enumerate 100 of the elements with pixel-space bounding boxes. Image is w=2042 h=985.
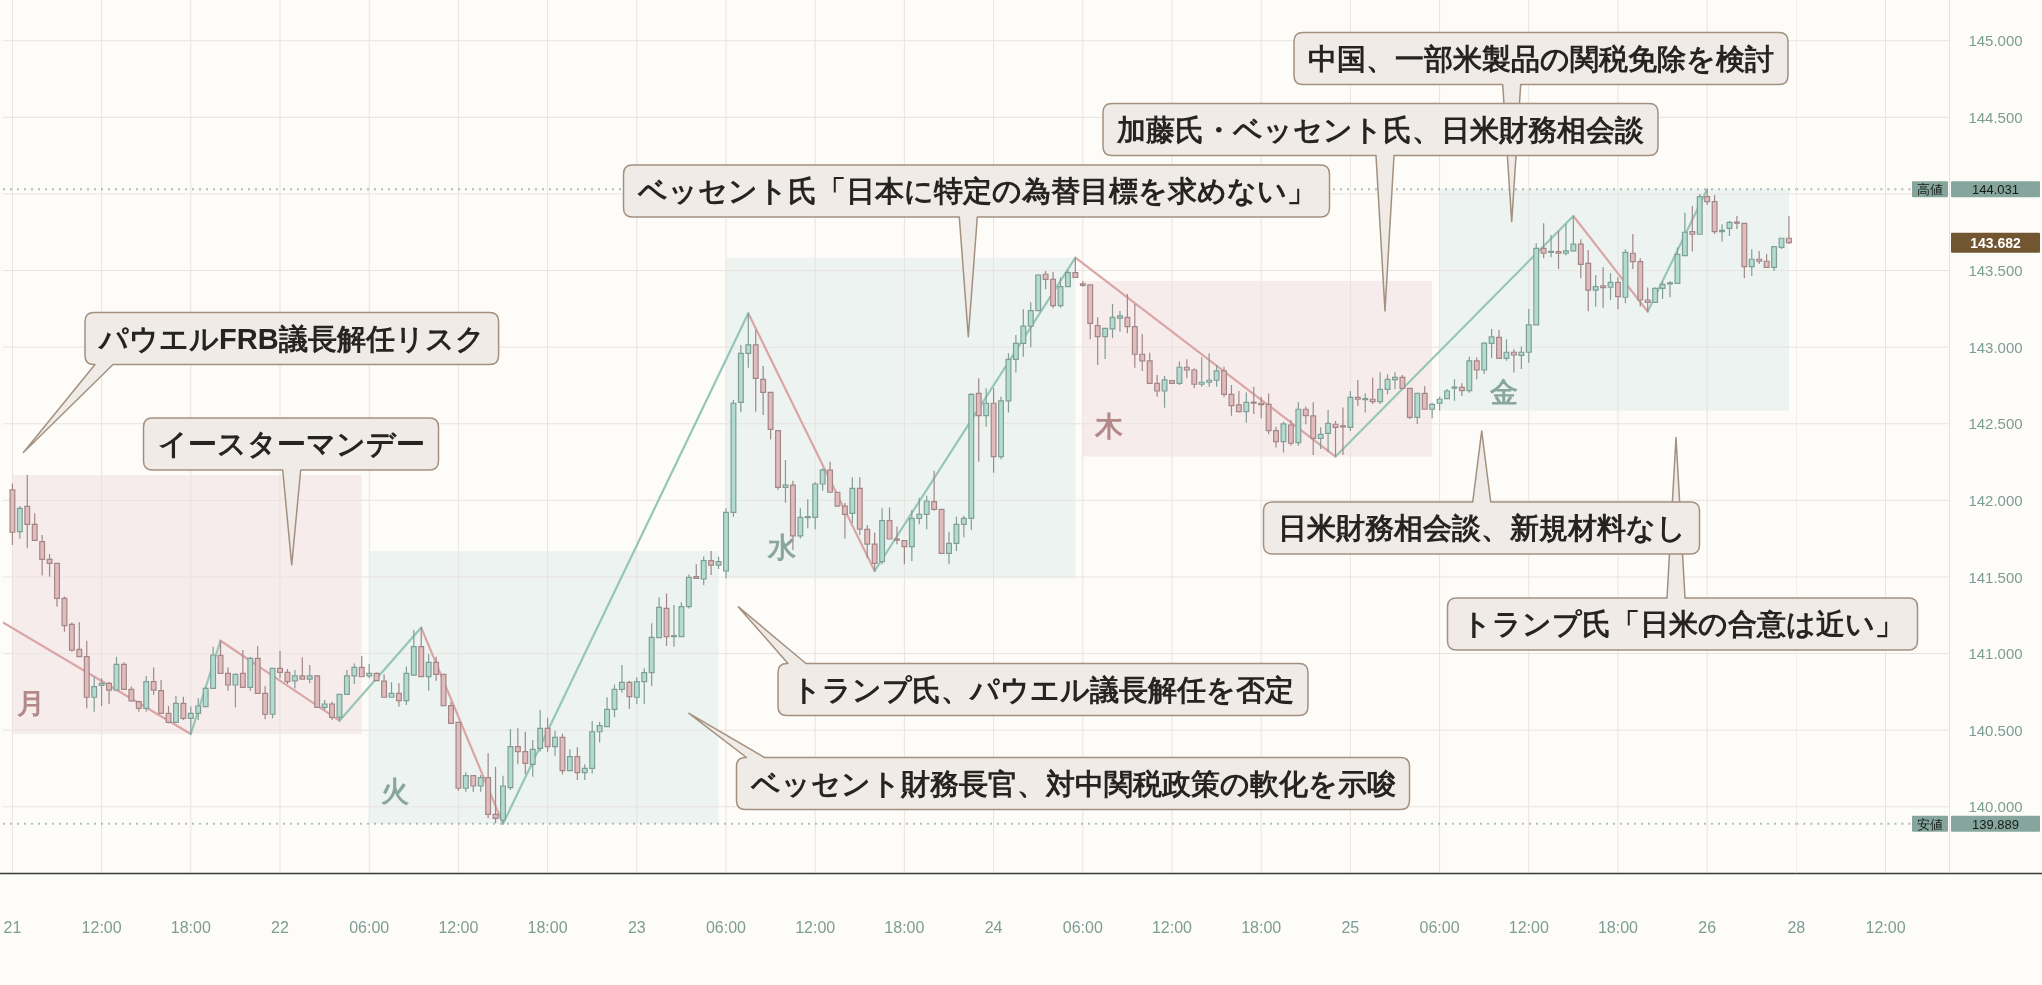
candlestick <box>247 656 254 692</box>
data-label: 火 <box>381 776 411 808</box>
annotation: 加藤氏・ベッセント氏、日米財務相会談 <box>1116 113 1645 146</box>
x-tick-label: 24 <box>984 918 1003 936</box>
y-tick-label: 141.000 <box>1968 645 2023 663</box>
candlestick <box>1369 377 1376 405</box>
candlestick <box>477 774 484 793</box>
candlestick <box>775 430 782 491</box>
candlestick <box>1406 387 1413 420</box>
bar <box>369 550 719 824</box>
candlestick <box>544 717 551 753</box>
x-tick-label: 12:00 <box>438 918 479 936</box>
candlestick <box>1176 360 1183 386</box>
candlestick <box>574 746 581 781</box>
candlestick <box>1421 385 1428 410</box>
candlestick <box>1689 205 1696 253</box>
candlestick <box>1659 281 1666 300</box>
candlestick <box>1704 188 1711 206</box>
candlestick <box>143 675 150 713</box>
candlestick <box>975 377 982 463</box>
candlestick <box>1325 409 1332 453</box>
candlestick <box>1377 371 1384 405</box>
candlestick <box>314 674 321 708</box>
x-tick-label: 06:00 <box>1062 918 1103 936</box>
candlestick <box>1785 215 1792 245</box>
candlestick <box>760 365 767 416</box>
data-label: 月 <box>16 687 46 719</box>
candlestick <box>1681 212 1688 257</box>
candlestick <box>433 656 440 682</box>
candlestick <box>685 573 692 609</box>
candlestick <box>626 680 633 710</box>
candlestick <box>366 663 373 679</box>
candlestick <box>135 700 142 713</box>
candlestick <box>418 626 425 678</box>
annotation: トランプ氏「日米の合意は近い」 <box>1461 608 1904 640</box>
candlestick <box>923 495 930 530</box>
y-tick-label: 141.500 <box>1968 568 2023 586</box>
candlestick <box>470 775 477 793</box>
candlestick <box>1458 382 1465 397</box>
candlestick <box>1615 276 1621 310</box>
y-tick-label: 143.500 <box>1968 262 2023 280</box>
candlestick <box>1644 286 1651 313</box>
candlestick <box>1354 379 1361 407</box>
candlestick <box>1503 338 1510 362</box>
x-tick-label: 18:00 <box>1241 918 1282 936</box>
candlestick <box>329 701 336 721</box>
y-tick-label: 142.500 <box>1968 415 2023 433</box>
candlestick <box>1280 421 1287 454</box>
candlestick <box>1607 272 1614 301</box>
candlestick <box>1429 402 1436 419</box>
candlestick <box>269 667 276 719</box>
candlestick <box>1481 341 1488 375</box>
y-tick-label: 145.000 <box>1968 32 2023 50</box>
data-label: 水 <box>767 531 797 563</box>
candlestick <box>663 592 670 647</box>
candlestick <box>485 752 492 819</box>
candlestick <box>1094 316 1101 366</box>
candlestick <box>1510 348 1517 374</box>
candlestick <box>106 681 113 705</box>
candlestick <box>395 682 402 708</box>
candlestick <box>1399 374 1406 390</box>
candlestick <box>1451 378 1458 402</box>
candlestick <box>693 563 700 579</box>
candlestick <box>537 709 544 753</box>
candlestick <box>462 771 469 793</box>
candlestick <box>1169 379 1175 384</box>
candlestick <box>1748 248 1755 277</box>
candlestick <box>1235 390 1242 414</box>
candlestick <box>1711 194 1718 235</box>
candlestick <box>1414 392 1421 425</box>
annotation: ベッセント財務長官、対中関税政策の軟化を示唆 <box>749 767 1396 800</box>
candlestick <box>931 470 938 512</box>
candlestick <box>879 507 886 565</box>
candlestick <box>1072 257 1079 278</box>
candlestick <box>98 677 105 707</box>
candlestick <box>1347 390 1354 432</box>
candlestick <box>1763 253 1770 268</box>
x-tick-label: 06:00 <box>349 918 390 936</box>
candlestick <box>559 733 566 775</box>
candlestick <box>871 531 878 572</box>
candlestick <box>1161 375 1168 409</box>
candlestick <box>1287 419 1294 447</box>
candlestick <box>306 664 313 684</box>
candlestick <box>410 629 417 677</box>
y-tick-label: 140.500 <box>1968 721 2023 739</box>
candlestick <box>1696 193 1703 235</box>
candlestick <box>990 387 997 474</box>
data-label: 木 <box>1093 411 1124 443</box>
candlestick <box>552 730 559 757</box>
y-tick-label: 144.500 <box>1968 108 2023 126</box>
x-tick-label: 18:00 <box>884 918 925 936</box>
y-tick-label: 142.000 <box>1968 491 2023 509</box>
candlestick <box>403 666 410 706</box>
candlestick <box>1726 220 1733 237</box>
candlestick <box>358 655 365 678</box>
candlestick <box>1213 364 1220 388</box>
candlestick <box>529 739 536 778</box>
candlestick <box>1243 391 1250 424</box>
x-tick-label: 06:00 <box>1419 918 1460 936</box>
x-tick-label: 18:00 <box>170 918 211 936</box>
